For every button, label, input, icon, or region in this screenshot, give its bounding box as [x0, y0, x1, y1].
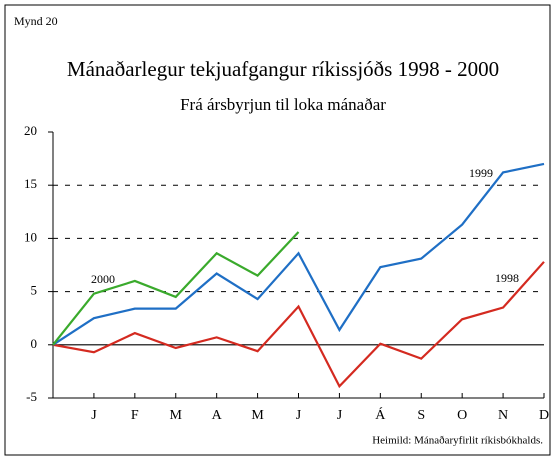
x-tick-label: A [212, 408, 223, 423]
y-tick-label: 20 [24, 123, 37, 138]
y-tick-label: -5 [26, 389, 37, 404]
series-line [52, 231, 300, 346]
x-tick-label: J [91, 408, 97, 423]
series-line [52, 162, 545, 346]
chart-subtitle: Frá ársbyrjun til loka mánaðar [180, 95, 386, 114]
x-tick-label: S [417, 408, 425, 423]
series-label: 2000 [91, 272, 115, 286]
x-tick-label: N [498, 408, 508, 423]
frame [4, 4, 551, 456]
source: Heimild: Mánaðaryfirlit ríkisbókhalds. [372, 435, 543, 447]
x-tick-label: O [457, 408, 467, 423]
series-label: 1999 [469, 166, 493, 180]
y-tick-label: 0 [31, 336, 38, 351]
y-tick-label: 15 [24, 176, 37, 191]
x-tick-label: F [131, 408, 139, 423]
x-tick-label: J [296, 408, 302, 423]
series-line [52, 261, 545, 389]
x-tick-label: M [170, 408, 183, 423]
x-tick-label: Á [375, 406, 386, 423]
chart-title: Mánaðarlegur tekjuafgangur ríkissjóðs 19… [67, 57, 499, 81]
series-label: 1998 [495, 271, 519, 285]
x-tick-label: M [251, 408, 264, 423]
y-tick-label: 5 [31, 283, 38, 298]
x-tick-label: J [337, 408, 343, 423]
x-tick-label: D [539, 408, 549, 423]
figure-label: Mynd 20 [14, 14, 58, 28]
y-tick-label: 10 [24, 229, 37, 244]
